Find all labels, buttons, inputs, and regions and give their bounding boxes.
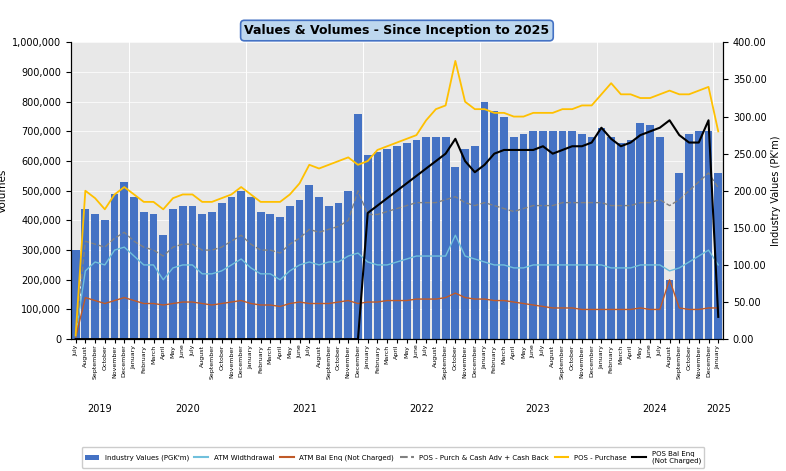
Bar	[315, 197, 323, 339]
Bar	[198, 214, 206, 339]
Bar	[325, 205, 332, 339]
Bar	[578, 134, 586, 339]
Bar	[72, 250, 79, 339]
Bar	[413, 140, 421, 339]
Bar	[91, 214, 99, 339]
Bar	[529, 131, 537, 339]
Bar	[490, 111, 498, 339]
Bar	[384, 149, 391, 339]
Bar	[442, 138, 450, 339]
Bar	[111, 194, 119, 339]
Bar	[82, 209, 90, 339]
Bar	[510, 138, 518, 339]
Bar	[393, 146, 401, 339]
Text: 2020: 2020	[175, 405, 200, 414]
Bar	[364, 155, 372, 339]
Bar	[247, 197, 255, 339]
Bar	[559, 131, 567, 339]
Bar	[344, 191, 352, 339]
Bar	[208, 211, 216, 339]
Bar	[432, 138, 440, 339]
Bar	[539, 131, 547, 339]
Bar	[373, 152, 381, 339]
Bar	[101, 220, 108, 339]
Bar	[617, 143, 625, 339]
Y-axis label: Industry Values (PK'm): Industry Values (PK'm)	[771, 136, 780, 246]
Bar	[169, 209, 177, 339]
Bar	[626, 140, 634, 339]
Bar	[500, 116, 508, 339]
Bar	[471, 146, 479, 339]
Bar	[675, 173, 683, 339]
Bar	[461, 149, 469, 339]
Bar	[451, 167, 459, 339]
Bar	[179, 205, 186, 339]
Bar	[685, 134, 693, 339]
Bar	[189, 205, 196, 339]
Bar	[335, 203, 343, 339]
Bar	[276, 218, 284, 339]
Bar	[637, 122, 645, 339]
Legend: Industry Values (PGK'm), ATM Widthdrawal, ATM Bal Enq (Not Charged), POS - Purch: Industry Values (PGK'm), ATM Widthdrawal…	[82, 447, 704, 468]
Bar	[597, 129, 605, 339]
Bar	[227, 197, 235, 339]
Bar	[160, 236, 167, 339]
Bar	[306, 185, 313, 339]
Bar	[354, 114, 362, 339]
Bar	[549, 131, 556, 339]
Bar	[422, 138, 430, 339]
Bar	[257, 211, 265, 339]
Text: 2021: 2021	[292, 405, 317, 414]
Y-axis label: Volumes: Volumes	[0, 169, 8, 213]
Text: 2022: 2022	[409, 405, 434, 414]
Bar	[130, 197, 138, 339]
Bar	[218, 203, 226, 339]
Bar	[520, 134, 527, 339]
Title: Values & Volumes - Since Inception to 2025: Values & Volumes - Since Inception to 20…	[244, 24, 549, 37]
Bar	[588, 138, 596, 339]
Bar	[646, 125, 654, 339]
Bar	[266, 214, 274, 339]
Bar	[695, 131, 703, 339]
Bar	[656, 138, 663, 339]
Bar	[666, 280, 674, 339]
Text: 2023: 2023	[526, 405, 550, 414]
Text: 2024: 2024	[643, 405, 667, 414]
Bar	[608, 138, 615, 339]
Bar	[296, 200, 303, 339]
Bar	[481, 102, 488, 339]
Bar	[286, 205, 294, 339]
Bar	[568, 131, 576, 339]
Bar	[140, 211, 148, 339]
Bar	[149, 214, 157, 339]
Text: 2019: 2019	[87, 405, 112, 414]
Bar	[714, 173, 722, 339]
Text: 2025: 2025	[706, 405, 731, 414]
Bar	[237, 191, 245, 339]
Bar	[402, 143, 410, 339]
Bar	[704, 131, 712, 339]
Bar	[120, 182, 128, 339]
